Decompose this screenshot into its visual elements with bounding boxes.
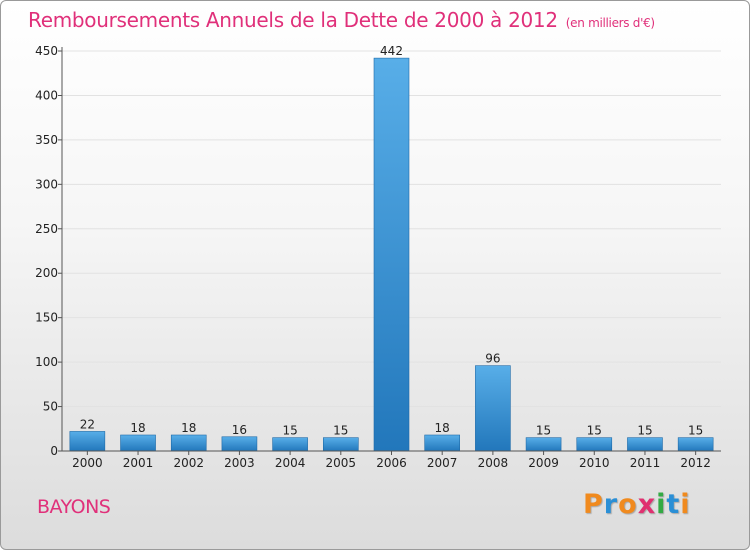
bar-value-label: 15: [282, 424, 297, 438]
bar-value-label: 96: [485, 352, 500, 366]
x-tick-label: 2006: [376, 456, 407, 470]
bar-value-label: 15: [688, 424, 703, 438]
logo-letter: i: [680, 489, 691, 520]
y-tick-label: 250: [35, 222, 58, 236]
chart-title: Remboursements Annuels de la Dette de 20…: [28, 8, 655, 32]
bar-2005: [323, 437, 359, 452]
bar-2001: [120, 434, 156, 452]
x-tick-label: 2004: [275, 456, 306, 470]
bar-2011: [627, 437, 663, 452]
y-tick-label: 450: [35, 44, 58, 58]
bar-2000: [69, 431, 106, 452]
bar-value-label: 16: [232, 423, 247, 437]
y-tick-label: 150: [35, 311, 58, 325]
y-tick-label: 100: [35, 355, 58, 369]
bar-value-label: 15: [587, 424, 602, 438]
x-tick-label: 2007: [427, 456, 458, 470]
logo-letter: o: [618, 489, 638, 520]
x-tick-label: 2001: [123, 456, 154, 470]
x-tick-label: 2008: [478, 456, 509, 470]
bar-value-label: 15: [637, 424, 652, 438]
bar-2004: [272, 437, 308, 452]
bar-value-label: 18: [130, 421, 145, 435]
y-tick-label: 50: [43, 400, 58, 414]
x-tick-label: 2012: [680, 456, 711, 470]
commune-name: BAYONS: [37, 496, 111, 518]
x-tick-label: 2010: [579, 456, 610, 470]
bar-value-label: 22: [80, 417, 95, 431]
bar-2012: [677, 437, 714, 452]
y-tick-label: 350: [35, 133, 58, 147]
bar-2009: [525, 437, 562, 452]
x-tick-label: 2003: [224, 456, 255, 470]
bar-value-label: 442: [380, 44, 403, 58]
x-tick-label: 2002: [173, 456, 204, 470]
x-tick-label: 2009: [528, 456, 559, 470]
bar-2010: [576, 437, 613, 452]
logo-letter: t: [666, 489, 681, 520]
bar-2003: [221, 436, 258, 452]
logo-letter: i: [656, 489, 667, 520]
y-tick-label: 200: [35, 266, 58, 280]
axes: 0 50 100 150 200 250 300 350 400 450 2000 2001 2002 2…: [35, 44, 721, 470]
x-tick-label: 2011: [630, 456, 661, 470]
bar-2008: [475, 365, 511, 452]
bar-value-label: 18: [435, 421, 450, 435]
bar-2002: [170, 434, 207, 452]
proxiti-logo: Proxiti: [583, 489, 691, 520]
bar-2006: [373, 57, 410, 452]
logo-letter: x: [637, 489, 657, 520]
bar-value-label: 18: [181, 421, 196, 435]
bar-value-label: 15: [536, 424, 551, 438]
chart-title-text: Remboursements Annuels de la Dette de 20…: [28, 8, 558, 32]
logo-letter: r: [603, 489, 619, 520]
y-tick-label: 0: [50, 444, 58, 458]
bar-value-label: 15: [333, 424, 348, 438]
logo-letter: P: [583, 489, 604, 520]
x-tick-label: 2000: [72, 456, 103, 470]
bar-2007: [424, 434, 460, 452]
chart-unit-label: (en milliers d'€): [565, 16, 655, 30]
bars: 22 18 18 16 15 15 442 18 96 15 15 15 15: [69, 44, 714, 452]
y-tick-label: 300: [35, 177, 58, 191]
y-tick-label: 400: [35, 88, 58, 102]
x-tick-label: 2005: [326, 456, 357, 470]
